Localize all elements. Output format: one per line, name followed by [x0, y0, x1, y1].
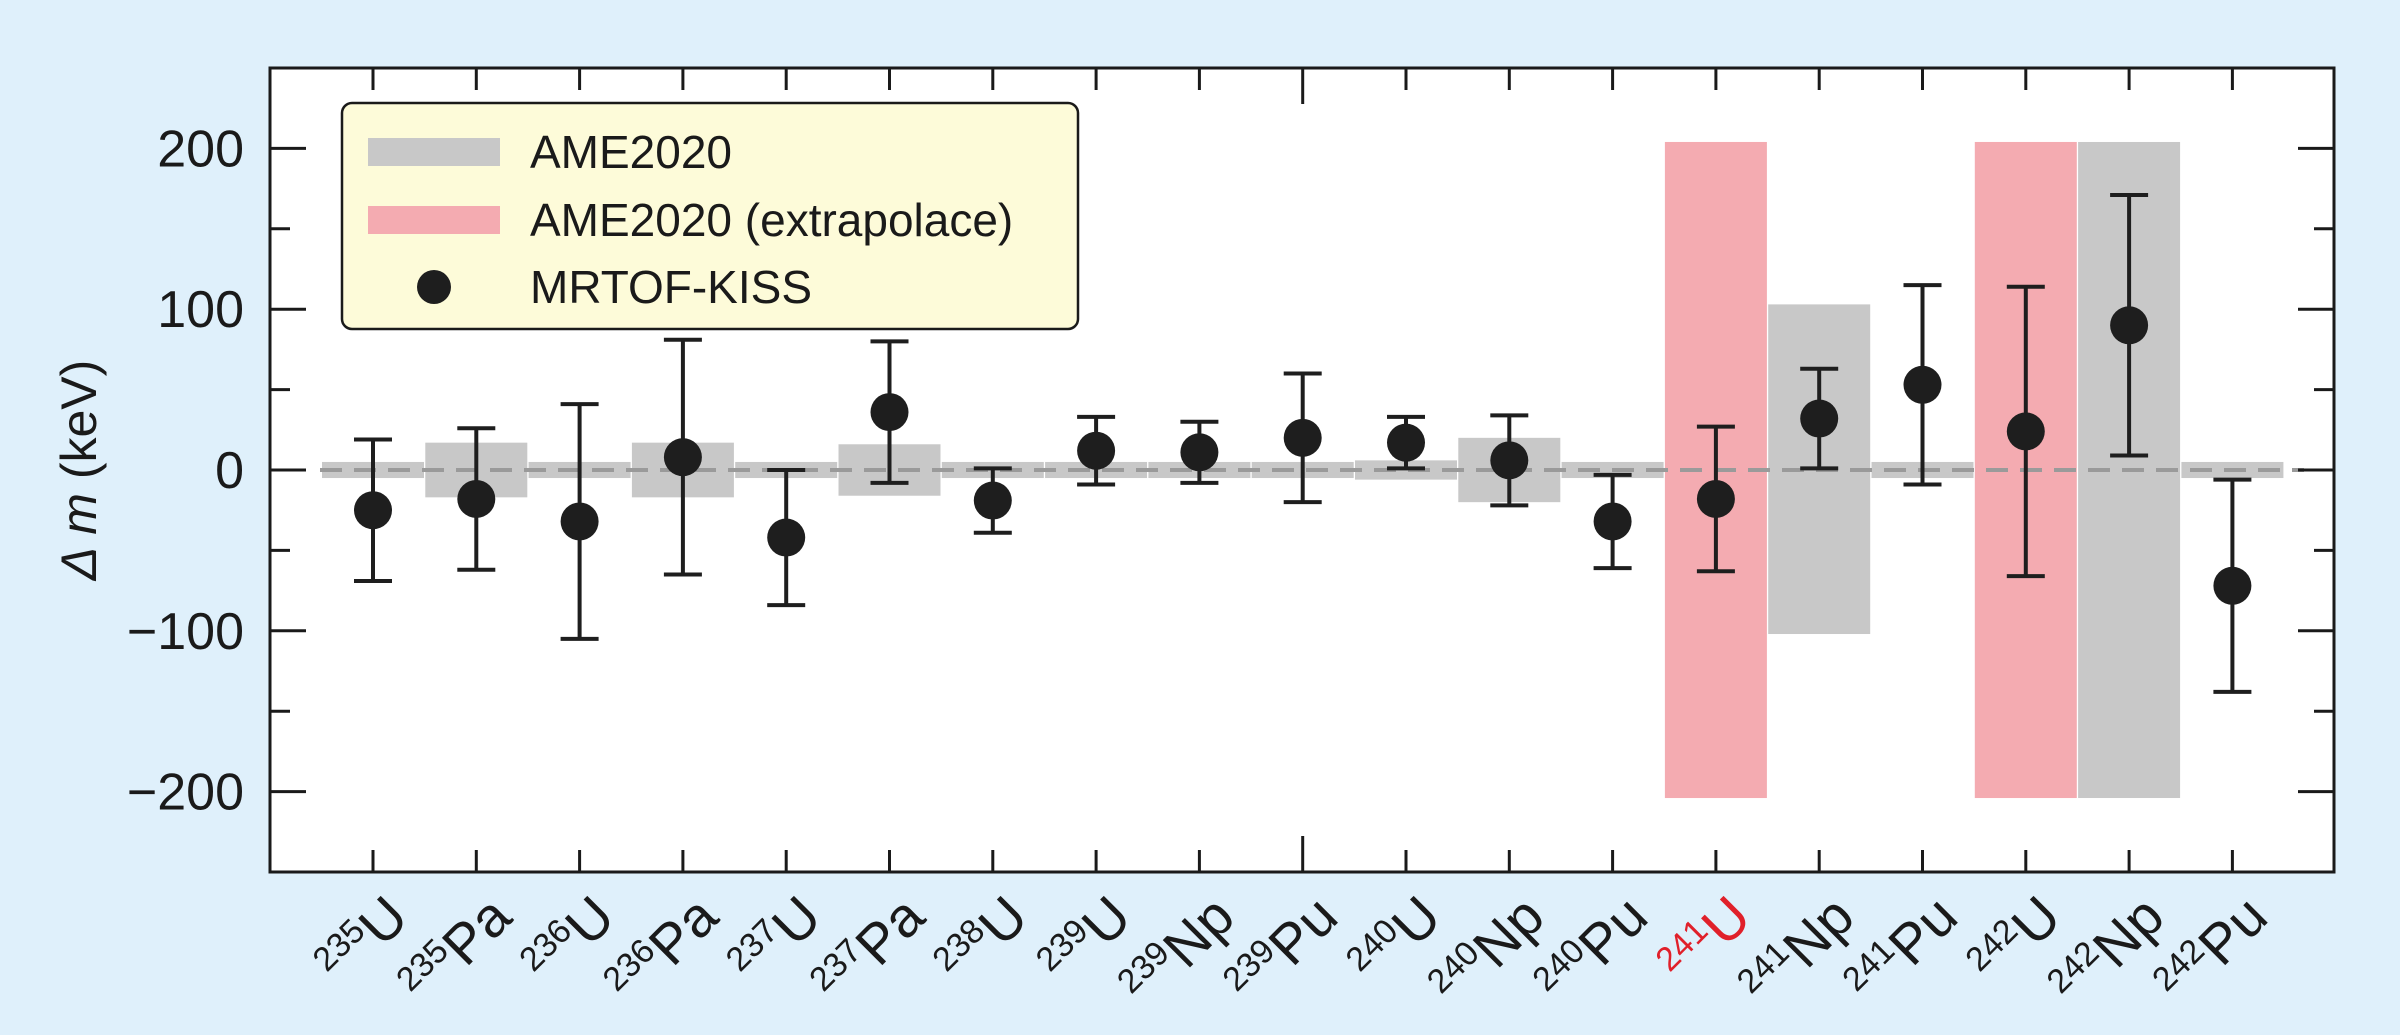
marker — [1593, 502, 1632, 541]
data-point — [1283, 371, 1322, 505]
legend-label: AME2020 — [530, 126, 732, 178]
x-tick-label: 238U — [925, 883, 1039, 997]
x-tick-label: 242Np — [2040, 883, 2176, 1019]
y-tick-label: −200 — [127, 764, 244, 822]
y-axis-symbol: Δ m — [51, 479, 107, 581]
legend: AME2020 AME2020 (extrapolace) MRTOF-KISS — [340, 101, 1080, 331]
x-tick-label: 239Pu — [1215, 883, 1349, 1017]
data-point — [767, 468, 806, 608]
x-tick-label: 241Np — [1730, 883, 1866, 1019]
marker — [1800, 399, 1839, 438]
data-point — [2110, 193, 2149, 458]
marker — [1696, 479, 1735, 518]
marker — [1490, 441, 1529, 480]
data-point — [354, 437, 392, 583]
marker — [1283, 418, 1322, 457]
data-point — [1593, 472, 1632, 571]
data-point — [1800, 366, 1839, 471]
data-point — [1903, 283, 1942, 487]
y-tick-label: −100 — [127, 603, 244, 661]
data-point — [560, 402, 599, 641]
y-tick-label: 200 — [157, 120, 244, 178]
marker — [1077, 431, 1116, 470]
data-point — [870, 339, 909, 485]
marker — [1903, 365, 1942, 404]
marker — [663, 438, 702, 477]
y-tick-label: 100 — [157, 281, 244, 339]
mrtof-points — [354, 193, 2252, 694]
data-point — [663, 337, 702, 577]
data-point — [1490, 413, 1529, 508]
marker — [767, 518, 806, 557]
legend-label: MRTOF-KISS — [530, 261, 812, 313]
x-tick-label: 237Pa — [802, 883, 936, 1017]
x-tick-label: 235Pa — [389, 883, 523, 1017]
data-point — [457, 426, 496, 572]
x-tick-label: 240Np — [1420, 883, 1556, 1019]
marker — [2006, 412, 2045, 451]
legend-marker — [417, 270, 451, 304]
x-tick-label: 241Pu — [1835, 883, 1969, 1017]
marker — [354, 491, 392, 530]
marker — [2213, 566, 2252, 605]
marker — [1387, 423, 1425, 462]
marker — [973, 481, 1012, 520]
marker — [560, 502, 599, 541]
x-tick-label: 240Pu — [1525, 883, 1659, 1017]
data-point — [1180, 419, 1219, 485]
marker — [2110, 306, 2149, 345]
data-point — [2213, 477, 2252, 694]
legend-swatch — [368, 206, 500, 234]
data-point — [2006, 284, 2045, 579]
x-tick-label: 239Np — [1110, 883, 1246, 1019]
x-tick-label: 236Pa — [596, 883, 730, 1017]
legend-label: AME2020 (extrapolace) — [530, 194, 1013, 246]
data-point — [1077, 414, 1116, 487]
data-point — [1387, 414, 1425, 471]
marker — [1180, 433, 1219, 472]
marker — [870, 393, 909, 432]
legend-box — [340, 101, 1080, 331]
marker — [457, 479, 496, 518]
data-point — [973, 466, 1012, 535]
legend-swatch — [368, 138, 500, 166]
data-point — [1696, 424, 1735, 574]
y-axis-unit: (keV) — [51, 360, 107, 479]
y-tick-label: 0 — [215, 442, 244, 500]
y-axis-label: Δ m (keV) — [51, 360, 107, 582]
x-tick-label: 242Pu — [2145, 883, 2279, 1017]
